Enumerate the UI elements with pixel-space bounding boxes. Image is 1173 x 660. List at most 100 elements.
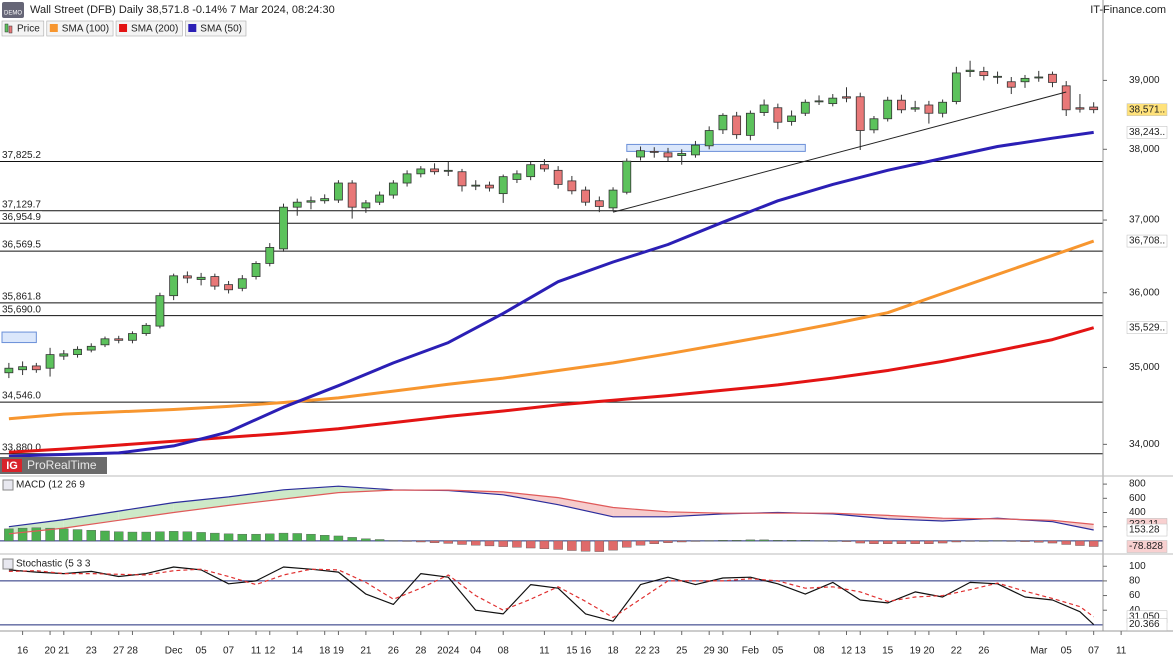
y-tick-label: 37,000 <box>1129 215 1160 226</box>
macd-histogram-bar <box>100 530 110 542</box>
macd-histogram-bar <box>1075 540 1085 546</box>
x-tick-label: Mar <box>1030 646 1048 657</box>
candle-body <box>73 348 82 355</box>
highlight-zone <box>1 331 37 344</box>
value-tag-label: 38,571.. <box>1129 104 1165 115</box>
macd-histogram-bar <box>114 531 124 542</box>
candle-body <box>965 69 975 72</box>
macd-fill <box>63 511 119 529</box>
x-tick-label: 20 <box>44 646 56 657</box>
x-tick-label: 13 <box>855 646 867 657</box>
candle-body <box>526 164 536 178</box>
x-tick-label: 05 <box>1061 646 1073 657</box>
macd-histogram-bar <box>580 540 591 552</box>
candle-body <box>279 206 288 250</box>
macd-histogram-bar <box>992 540 1003 542</box>
logo-ig: IG <box>6 460 18 472</box>
macd-histogram-bar <box>168 531 179 542</box>
macd-histogram-bar <box>704 540 714 542</box>
level-label-bg <box>0 290 42 302</box>
candle-body <box>594 200 604 207</box>
x-tick-label: 16 <box>580 646 592 657</box>
candle-body <box>182 275 192 279</box>
candle-body <box>540 164 549 170</box>
macd-histogram-bar <box>278 532 289 542</box>
macd-histogram-bar <box>1061 540 1071 545</box>
level-label: 35,690.0 <box>2 304 41 315</box>
candle-body <box>498 176 508 195</box>
candle-body <box>128 333 137 341</box>
level-label-bg <box>0 390 42 402</box>
legend-icon <box>8 25 13 34</box>
y-tick-label: 80 <box>1129 576 1141 587</box>
price-plot: 37,825.2 37,129.7 36,954.9 36,569.5 35,861.8… <box>0 60 1103 458</box>
macd-histogram-bar <box>59 528 69 542</box>
line-series <box>8 485 1094 531</box>
x-tick-label: 12 <box>841 646 853 657</box>
value-tag <box>1126 126 1168 139</box>
macd-fill <box>118 502 174 521</box>
candle-body <box>979 71 989 77</box>
x-tick-label: 11 <box>251 646 262 657</box>
line-series <box>8 239 1095 421</box>
candle-body <box>430 168 439 173</box>
logo-bg <box>0 457 107 474</box>
candle-body <box>237 278 247 289</box>
level-label-bg <box>0 303 42 315</box>
x-tick-label: 19 <box>910 646 922 657</box>
value-tag-label: -78.828 <box>1129 541 1163 552</box>
macd-fill <box>228 489 284 506</box>
macd-icon <box>2 479 14 491</box>
macd-fill <box>338 486 394 493</box>
y-tick-label: 40 <box>1129 605 1141 616</box>
axes: 39,000 38,000 37,000 36,000 35,000 34,000 38,5… <box>17 75 1168 657</box>
macd-histogram-bar <box>567 540 577 551</box>
level-label-bg <box>0 198 42 210</box>
x-tick-label: 27 <box>113 646 125 657</box>
candle-body <box>347 182 357 208</box>
macd-histogram-bar <box>525 540 536 549</box>
value-tag <box>1126 321 1168 334</box>
x-tick-label: 28 <box>415 646 427 657</box>
candle-body <box>567 180 577 192</box>
candle-body <box>773 107 783 123</box>
candle-body <box>842 96 851 99</box>
macd-histogram-bar <box>855 540 865 544</box>
legend-label: Price <box>17 24 40 35</box>
x-tick-label: 19 <box>333 646 345 657</box>
y-tick-label: 38,000 <box>1129 144 1160 155</box>
candle-body <box>924 104 934 114</box>
demo-badge <box>2 2 24 18</box>
macd-histogram-bar <box>800 540 811 542</box>
x-tick-label: 04 <box>470 646 482 657</box>
candle-body <box>910 107 920 110</box>
legend-icon <box>188 24 197 32</box>
x-tick-label: 22 <box>951 646 963 657</box>
candle-body <box>855 96 865 131</box>
level-label: 36,569.5 <box>2 240 41 251</box>
x-tick-label: 16 <box>17 646 29 657</box>
candle-body <box>100 338 110 346</box>
level-label-bg <box>0 149 42 161</box>
macd-histogram-bar <box>457 540 467 545</box>
candle-body <box>251 263 261 277</box>
macd-histogram-bar <box>471 540 481 546</box>
level-label: 37,825.2 <box>2 150 41 161</box>
candle-body <box>155 295 165 327</box>
macd-histogram-bar <box>512 540 522 548</box>
macd-histogram-bar <box>388 540 399 542</box>
macd-histogram-bar <box>86 530 96 542</box>
x-tick-label: 11 <box>539 646 550 657</box>
x-tick-label: 14 <box>292 646 304 657</box>
candle-body <box>86 345 96 351</box>
candle-body <box>306 200 316 203</box>
candle-body <box>402 173 412 184</box>
x-tick-label: 23 <box>86 646 98 657</box>
macd-histogram-bar <box>319 535 330 542</box>
candle-body <box>814 100 824 103</box>
candle-body <box>114 338 124 341</box>
candle-body <box>622 160 632 193</box>
macd-histogram-bar <box>17 527 28 542</box>
macd-histogram-bar <box>4 528 14 542</box>
x-tick-label: 15 <box>882 646 894 657</box>
